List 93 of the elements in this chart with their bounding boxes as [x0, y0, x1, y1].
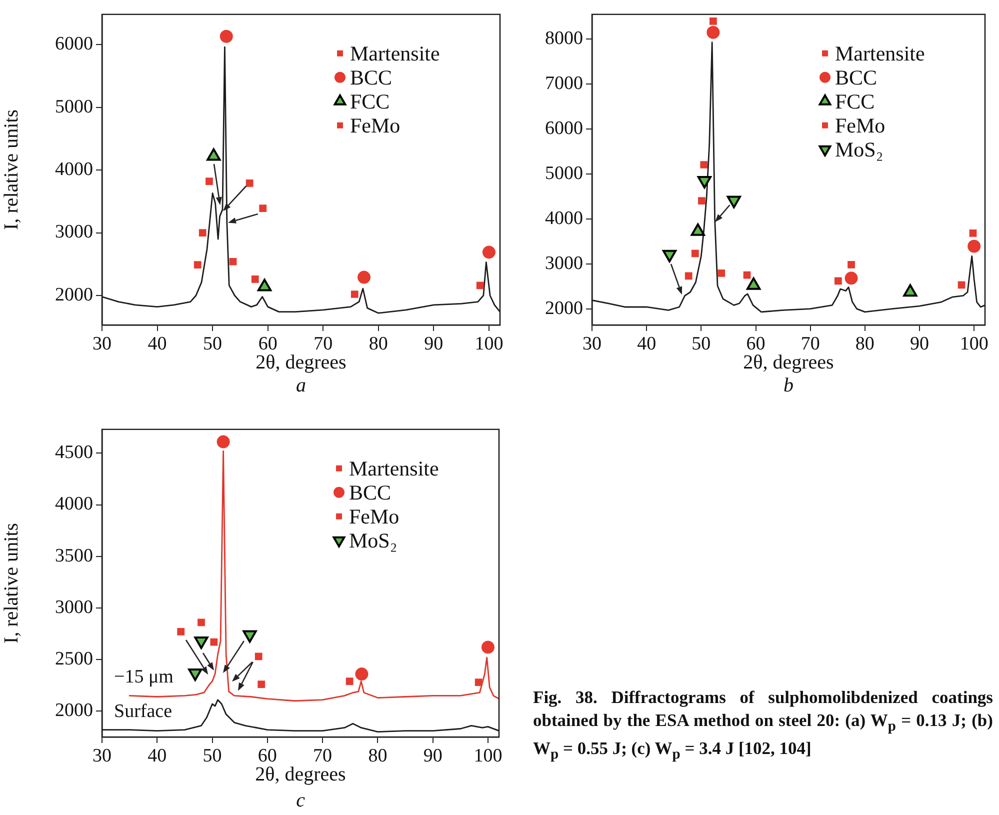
y-tick-label: 3500 — [55, 545, 93, 566]
point — [246, 180, 254, 187]
legend-label: Martensite — [350, 41, 440, 66]
y-tick-label: 6000 — [545, 118, 583, 140]
legend-label: FeMo — [835, 113, 886, 138]
point — [210, 638, 218, 646]
x-tick-label: 50 — [692, 333, 711, 354]
x-tick-label: 40 — [637, 333, 656, 354]
y-tick-label: 5000 — [55, 96, 93, 118]
point — [834, 277, 842, 285]
x-tick-label: 80 — [368, 745, 388, 766]
x-tick-label: 90 — [910, 333, 929, 354]
text: c — [296, 789, 306, 812]
series-label: −15 μm — [114, 666, 174, 688]
point — [482, 246, 496, 259]
text: Fig. 38. Diffractograms of sulphomolibdenized coatings obtained by the ESA method on steel 20: (a) W$_{p}$ = 0.13 J; (b) W$_{p}$ = 0.55 J; (c) W$_{p}$ = 3.4 J [102, 104] — [533, 687, 993, 762]
point — [476, 282, 484, 290]
y-tick-label: 6000 — [55, 34, 93, 55]
y-tick-label: 4000 — [55, 159, 93, 180]
point — [198, 229, 206, 236]
x-tick-label: 40 — [148, 333, 167, 354]
y-tick-label: 8000 — [545, 28, 583, 50]
point — [350, 290, 358, 298]
y-tick-label: 2000 — [55, 700, 93, 722]
point — [743, 271, 751, 279]
point — [474, 678, 482, 686]
point — [691, 250, 699, 258]
y-axis-title: I, relative units — [0, 109, 22, 230]
x-tick-label: 30 — [582, 333, 602, 354]
legend-label: BCC — [349, 480, 392, 504]
x-tick-label: 50 — [202, 745, 222, 766]
y-tick-label: 3000 — [55, 222, 93, 243]
point — [229, 258, 237, 266]
point — [706, 26, 720, 39]
point — [848, 261, 855, 268]
point — [346, 678, 354, 685]
x-tick-label: 50 — [203, 333, 222, 354]
y-tick-label: 4000 — [55, 494, 93, 515]
y-tick-label: 3000 — [55, 596, 93, 618]
point — [698, 197, 706, 204]
x-tick-label: 80 — [855, 333, 874, 354]
legend-label: MoS₂ — [349, 528, 398, 552]
x-tick-label: 100 — [474, 333, 504, 354]
point — [684, 272, 692, 280]
legend-label: BCC — [835, 65, 878, 90]
text: b — [784, 374, 794, 396]
point — [206, 178, 213, 185]
point — [220, 30, 233, 43]
point — [844, 272, 858, 285]
y-tick-label: 7000 — [545, 73, 583, 94]
point — [198, 618, 205, 626]
legend-label: Martensite — [349, 456, 439, 480]
legend-label: BCC — [350, 65, 392, 90]
x-tick-label: 100 — [960, 333, 988, 354]
point — [968, 240, 981, 253]
x-tick-label: 90 — [423, 745, 442, 766]
legend-label: MoS₂ — [835, 137, 884, 162]
legend-label: FCC — [350, 89, 390, 114]
text: a — [296, 374, 306, 396]
point — [258, 680, 266, 688]
point — [259, 204, 267, 212]
x-tick-label: 30 — [92, 333, 112, 354]
legend-label: FeMo — [350, 113, 400, 138]
point — [251, 276, 259, 283]
y-tick-label: 2000 — [55, 284, 93, 306]
point — [958, 281, 966, 289]
point — [700, 161, 708, 168]
point — [969, 229, 977, 237]
y-tick-label: 3000 — [545, 253, 583, 274]
legend-label: FCC — [835, 89, 875, 114]
y-tick-label: 5000 — [545, 163, 583, 184]
legend-label: Martensite — [835, 41, 925, 66]
x-tick-label: 80 — [368, 333, 388, 354]
point — [254, 652, 262, 660]
y-tick-label: 2000 — [545, 298, 583, 320]
x-tick-label: 90 — [424, 333, 444, 354]
x-tick-label: 30 — [92, 745, 112, 766]
legend-label: FeMo — [349, 504, 400, 528]
point — [481, 640, 494, 654]
point — [216, 435, 230, 448]
y-tick-label: 4500 — [55, 442, 93, 464]
x-tick-label: 40 — [148, 745, 167, 766]
point — [709, 17, 717, 25]
point — [718, 270, 726, 277]
point — [358, 270, 371, 284]
y-tick-label: 4000 — [545, 208, 583, 230]
y-tick-label: 2500 — [55, 648, 93, 670]
x-tick-label: 100 — [474, 745, 502, 766]
y-axis-title: I, relative units — [0, 522, 22, 644]
point — [355, 668, 368, 681]
point — [194, 261, 202, 268]
series-label: Surface — [114, 700, 172, 722]
point — [177, 628, 185, 636]
